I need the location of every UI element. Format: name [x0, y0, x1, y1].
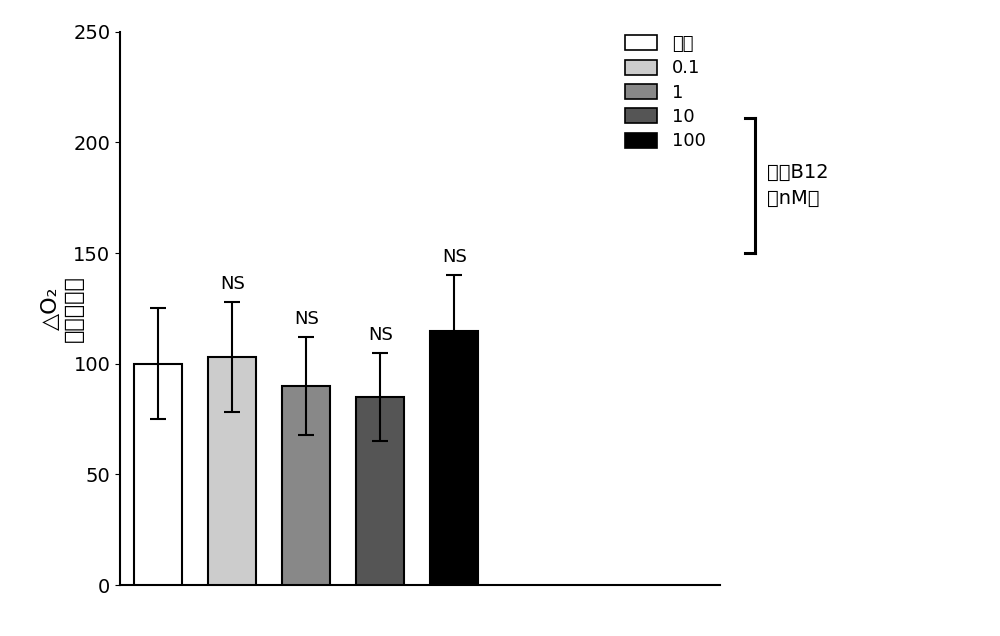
Text: 甲基B12
（nM）: 甲基B12 （nM） [767, 163, 829, 208]
Legend: 对照, 0.1, 1, 10, 100: 对照, 0.1, 1, 10, 100 [619, 30, 711, 156]
Text: NS: NS [294, 310, 319, 328]
Text: NS: NS [220, 275, 245, 293]
Text: NS: NS [442, 249, 467, 266]
Text: NS: NS [368, 326, 393, 344]
Bar [356, 397, 404, 585]
Bar [430, 331, 478, 585]
Bar [208, 357, 256, 585]
Bar [282, 386, 330, 585]
Bar [134, 364, 182, 585]
Y-axis label: △O₂
（对照％）: △O₂ （对照％） [40, 275, 84, 342]
